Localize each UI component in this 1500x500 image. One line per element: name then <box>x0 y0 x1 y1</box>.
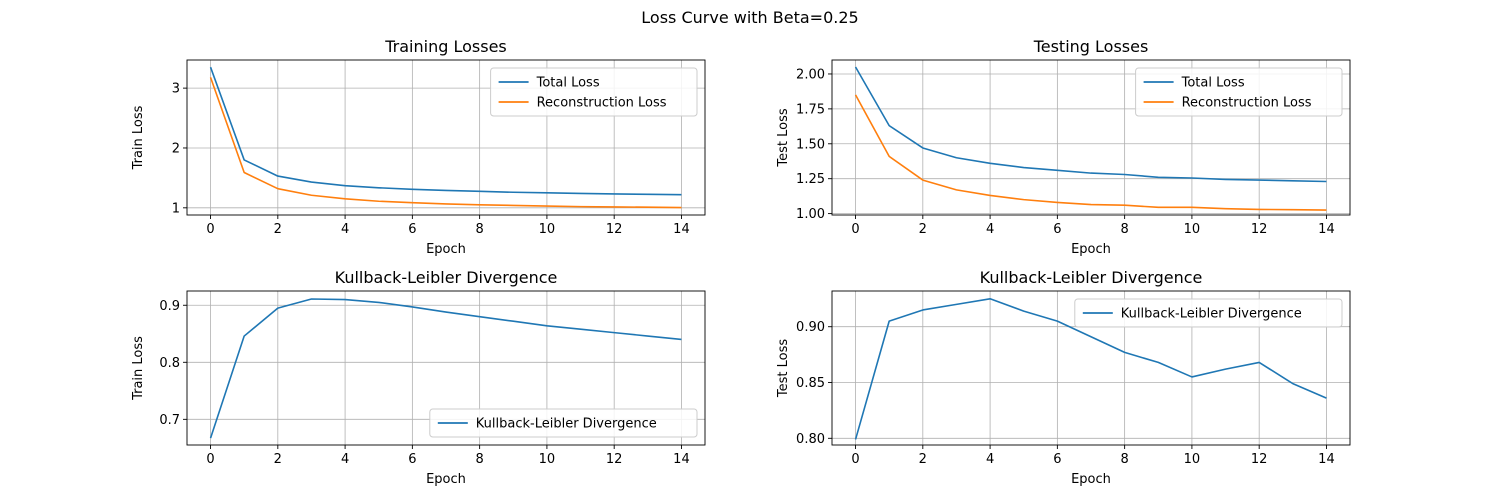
x-tick-label: 8 <box>1120 222 1128 237</box>
y-tick-label: 0.85 <box>796 376 825 391</box>
x-tick-label: 8 <box>475 452 483 467</box>
x-tick-label: 6 <box>1053 222 1061 237</box>
subplot-title: Kullback-Leibler Divergence <box>980 268 1203 287</box>
legend-box <box>1074 298 1343 328</box>
legend: Total Loss Reconstruction Loss <box>1135 67 1343 117</box>
series-line-1 <box>209 66 682 196</box>
y-axis-label: Test Loss <box>776 108 791 167</box>
x-tick-label: 14 <box>1318 452 1335 467</box>
legend-label: Kullback-Leibler Divergence <box>476 417 657 432</box>
subplot-title: Kullback-Leibler Divergence <box>335 268 558 287</box>
legend-label: Reconstruction Loss <box>1182 96 1312 111</box>
x-tick-label: 12 <box>606 222 623 237</box>
y-tick-label: 1.00 <box>796 207 825 222</box>
x-tick-label: 4 <box>341 222 349 237</box>
legend: Total Loss Reconstruction Loss <box>490 67 698 117</box>
x-tick-label: 12 <box>606 452 623 467</box>
x-tick-label: 0 <box>206 452 214 467</box>
x-tick-label: 8 <box>1120 452 1128 467</box>
legend-box <box>490 67 698 117</box>
x-axis-label: Epoch <box>426 242 466 257</box>
x-axis-label: Epoch <box>426 472 466 487</box>
legend-label: Reconstruction Loss <box>537 96 667 111</box>
x-tick-label: 8 <box>475 222 483 237</box>
y-tick-label: 1.25 <box>796 172 825 187</box>
legend-label: Total Loss <box>536 76 600 91</box>
y-tick-label: 0.7 <box>159 413 180 428</box>
y-tick-label: 1 <box>172 201 180 216</box>
legend-box <box>1135 67 1343 117</box>
x-tick-label: 6 <box>408 452 416 467</box>
x-axis-label: Epoch <box>1071 472 1111 487</box>
x-tick-label: 4 <box>341 452 349 467</box>
x-tick-label: 2 <box>919 222 927 237</box>
legend: Kullback-Leibler Divergence <box>429 408 698 438</box>
x-tick-label: 6 <box>408 222 416 237</box>
series-line-1 <box>854 66 1327 183</box>
legend-label: Kullback-Leibler Divergence <box>1121 307 1302 322</box>
series-line-1 <box>209 298 682 439</box>
x-tick-label: 14 <box>1318 222 1335 237</box>
x-tick-label: 14 <box>673 222 690 237</box>
y-tick-label: 0.8 <box>159 356 180 371</box>
x-axis-label: Epoch <box>1071 242 1111 257</box>
y-tick-label: 0.90 <box>796 320 825 335</box>
figure-suptitle: Loss Curve with Beta=0.25 <box>641 8 858 27</box>
axes-frame <box>186 59 706 216</box>
y-tick-label: 1.75 <box>796 102 825 117</box>
x-tick-label: 2 <box>274 452 282 467</box>
subplot-title: Testing Losses <box>1033 37 1149 56</box>
x-tick-label: 10 <box>1184 222 1201 237</box>
x-tick-label: 10 <box>539 452 556 467</box>
series-line-1 <box>854 298 1327 440</box>
y-tick-label: 2.00 <box>796 67 825 82</box>
x-tick-label: 10 <box>539 222 556 237</box>
x-tick-label: 12 <box>1251 222 1268 237</box>
y-axis-label: Test Loss <box>776 339 791 398</box>
axes-frame <box>186 290 706 446</box>
x-tick-label: 6 <box>1053 452 1061 467</box>
axes-frame <box>831 290 1351 446</box>
y-axis-label: Train Loss <box>131 336 146 401</box>
x-tick-label: 2 <box>274 222 282 237</box>
y-tick-label: 2 <box>172 141 180 156</box>
legend-box <box>429 408 698 438</box>
series-line-2 <box>854 94 1327 211</box>
x-tick-label: 0 <box>851 222 859 237</box>
axes-frame <box>831 59 1351 216</box>
subplot-3: 0 2 4 6 8 10 12 14 0.7 0.8 0.9 Kullback-Leibler Div… <box>131 268 706 487</box>
x-tick-label: 0 <box>206 222 214 237</box>
subplot-title: Training Losses <box>384 37 507 56</box>
subplot-4: 0 2 4 6 8 10 12 14 0.80 0.85 0.90 Kullback-Leibler … <box>776 268 1351 487</box>
legend-label: Total Loss <box>1181 76 1245 91</box>
y-axis-label: Train Loss <box>131 105 146 170</box>
y-tick-label: 1.50 <box>796 137 825 152</box>
y-tick-label: 0.9 <box>159 299 180 314</box>
x-tick-label: 4 <box>986 452 994 467</box>
x-tick-label: 14 <box>673 452 690 467</box>
y-tick-label: 0.80 <box>796 432 825 447</box>
x-tick-label: 10 <box>1184 452 1201 467</box>
series-line-2 <box>209 77 682 209</box>
x-tick-label: 4 <box>986 222 994 237</box>
x-tick-label: 12 <box>1251 452 1268 467</box>
legend: Kullback-Leibler Divergence <box>1074 298 1343 328</box>
subplot-2: 0 2 4 6 8 10 12 14 1.00 1.25 1.50 1.75 2.00 Testing L… <box>776 37 1351 257</box>
x-tick-label: 2 <box>919 452 927 467</box>
y-tick-label: 3 <box>172 82 180 97</box>
x-tick-label: 0 <box>851 452 859 467</box>
